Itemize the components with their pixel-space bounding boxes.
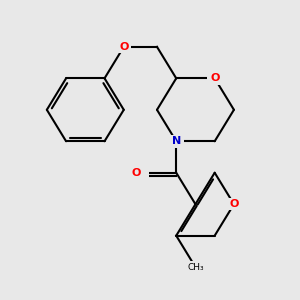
Text: O: O [210,73,219,83]
Text: N: N [172,136,181,146]
FancyBboxPatch shape [116,40,131,53]
Text: O: O [119,42,128,52]
FancyBboxPatch shape [169,135,184,148]
FancyBboxPatch shape [226,198,242,211]
FancyBboxPatch shape [134,167,149,179]
Text: O: O [229,199,239,209]
Text: CH₃: CH₃ [187,262,204,272]
Text: O: O [132,168,141,178]
FancyBboxPatch shape [207,72,222,85]
